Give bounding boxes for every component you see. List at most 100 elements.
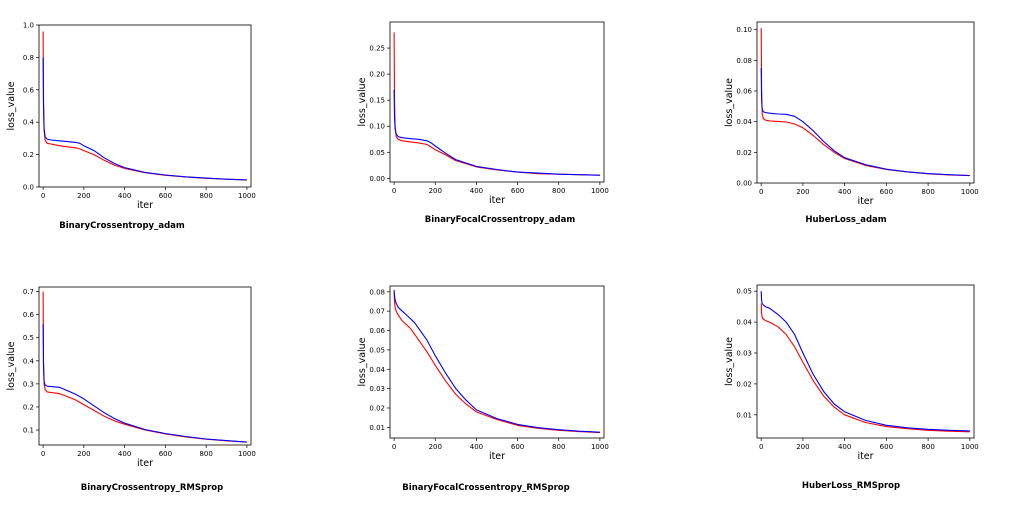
y-tick-label: 0.20 xyxy=(369,71,385,79)
x-tick-label: 800 xyxy=(921,443,934,451)
x-axis-label: iter xyxy=(137,458,153,469)
x-tick-label: 400 xyxy=(470,443,483,451)
x-tick-label: 1000 xyxy=(591,187,609,195)
y-tick-label: 0.6 xyxy=(23,86,35,94)
y-axis-label: loss_value xyxy=(357,337,368,386)
x-tick-label: 400 xyxy=(118,450,131,458)
x-tick-label: 1000 xyxy=(238,192,256,200)
series-line xyxy=(760,67,970,177)
x-tick-label: 200 xyxy=(77,192,90,200)
y-tick-label: 0.25 xyxy=(369,45,385,53)
x-tick-label: 600 xyxy=(880,188,893,196)
x-tick-label: 600 xyxy=(880,443,893,451)
y-tick-label: 0.05 xyxy=(369,346,385,354)
x-tick-label: 800 xyxy=(199,192,212,200)
x-tick-label: 1000 xyxy=(961,188,979,196)
series-line xyxy=(760,303,970,433)
y-tick-label: 0.07 xyxy=(369,308,385,316)
chart-panel: 0 200 400 600 800 1000 0.0 0.2 0.4 0.6 0.8 1.0 iter l… xyxy=(6,22,256,232)
x-tick-label: 600 xyxy=(159,192,172,200)
x-tick-label: 200 xyxy=(796,188,809,196)
x-tick-label: 0 xyxy=(41,192,45,200)
chart-title: BinaryFocalCrossentropy_adam xyxy=(425,215,576,225)
y-tick-label: 0.00 xyxy=(736,180,752,188)
y-tick-label: 0.03 xyxy=(369,385,385,393)
series-line xyxy=(42,57,247,181)
chart-panel: 0 200 400 600 800 1000 0.01 0.02 0.03 0.04 0.05 0.0… xyxy=(357,285,609,493)
x-tick-label: 200 xyxy=(429,443,442,451)
series-line xyxy=(42,31,247,181)
chart-panel: 0 200 400 600 800 1000 0.1 0.2 0.3 0.4 0.5 0.6 0.7 it… xyxy=(6,286,256,493)
x-tick-label: 400 xyxy=(118,192,131,200)
y-tick-label: 0.05 xyxy=(736,288,752,296)
chart-title: BinaryFocalCrossentropy_RMSprop xyxy=(402,483,569,493)
x-tick-label: 800 xyxy=(921,188,934,196)
y-tick-label: 0.05 xyxy=(369,149,385,157)
x-tick-label: 0 xyxy=(392,187,396,195)
y-tick-label: 0.2 xyxy=(23,403,34,411)
x-tick-label: 0 xyxy=(392,443,396,451)
x-tick-label: 400 xyxy=(838,443,851,451)
x-tick-label: 400 xyxy=(470,187,483,195)
y-tick-label: 0.10 xyxy=(736,26,752,34)
y-tick-label: 0.7 xyxy=(23,288,34,296)
y-tick-label: 0.3 xyxy=(23,380,34,388)
series-line xyxy=(393,32,600,176)
y-tick-label: 0.04 xyxy=(369,366,385,374)
series-line xyxy=(760,28,970,177)
y-tick-label: 0.1 xyxy=(23,427,34,435)
y-axis-label: loss_value xyxy=(6,81,17,130)
chart-panel: 0 200 400 600 800 1000 0.01 0.02 0.03 0.04 0.05 ite… xyxy=(724,284,979,491)
x-tick-label: 800 xyxy=(552,187,565,195)
x-axis-label: iter xyxy=(857,196,873,207)
plot-frame xyxy=(38,24,252,188)
y-tick-label: 0.02 xyxy=(736,380,752,388)
chart-title: HuberLoss_adam xyxy=(805,215,886,225)
x-tick-label: 600 xyxy=(511,187,524,195)
y-tick-label: 0.02 xyxy=(736,149,752,157)
chart-panel: 0 200 400 600 800 1000 0.00 0.02 0.04 0.06 0.08 0.1… xyxy=(724,21,979,225)
y-tick-label: 0.6 xyxy=(23,311,35,319)
y-axis-label: loss_value xyxy=(357,77,368,126)
x-tick-label: 1000 xyxy=(961,443,979,451)
x-tick-label: 600 xyxy=(511,443,524,451)
y-tick-label: 1.0 xyxy=(23,22,34,30)
y-tick-label: 0.10 xyxy=(369,123,385,131)
y-tick-label: 0.08 xyxy=(736,57,752,65)
y-tick-label: 0.4 xyxy=(23,119,35,127)
y-tick-label: 0.4 xyxy=(23,357,35,365)
x-tick-label: 200 xyxy=(796,443,809,451)
y-tick-label: 0.01 xyxy=(369,424,385,432)
x-tick-label: 600 xyxy=(159,450,172,458)
x-tick-label: 0 xyxy=(759,443,763,451)
chart-title: BinaryCrossentropy_adam xyxy=(59,221,185,231)
y-tick-label: 0.5 xyxy=(23,334,34,342)
x-tick-label: 0 xyxy=(41,450,45,458)
x-tick-label: 800 xyxy=(552,443,565,451)
x-tick-label: 1000 xyxy=(591,443,609,451)
y-tick-label: 0.04 xyxy=(736,319,752,327)
x-tick-label: 400 xyxy=(838,188,851,196)
x-axis-label: iter xyxy=(857,451,873,462)
x-axis-label: iter xyxy=(137,200,153,211)
series-line xyxy=(42,291,247,443)
plot-frame xyxy=(38,286,252,446)
y-tick-label: 0.2 xyxy=(23,151,34,159)
series-line xyxy=(393,289,600,433)
y-tick-label: 0.00 xyxy=(369,175,385,183)
chart-panel: 0 200 400 600 800 1000 0.00 0.05 0.10 0.15 0.20 0.2… xyxy=(357,21,609,225)
series-line xyxy=(42,323,247,443)
y-tick-label: 0.06 xyxy=(736,88,752,96)
x-tick-label: 0 xyxy=(759,188,763,196)
y-tick-label: 0.0 xyxy=(23,184,34,192)
y-tick-label: 0.02 xyxy=(369,404,385,412)
chart-title: BinaryCrossentropy_RMSprop xyxy=(81,483,223,493)
y-tick-label: 0.15 xyxy=(369,97,385,105)
x-tick-label: 1000 xyxy=(238,450,256,458)
y-axis-label: loss_value xyxy=(724,78,735,127)
chart-title: HuberLoss_RMSprop xyxy=(802,481,900,491)
y-tick-label: 0.08 xyxy=(369,288,385,296)
x-tick-label: 200 xyxy=(77,450,90,458)
series-line xyxy=(393,291,600,434)
